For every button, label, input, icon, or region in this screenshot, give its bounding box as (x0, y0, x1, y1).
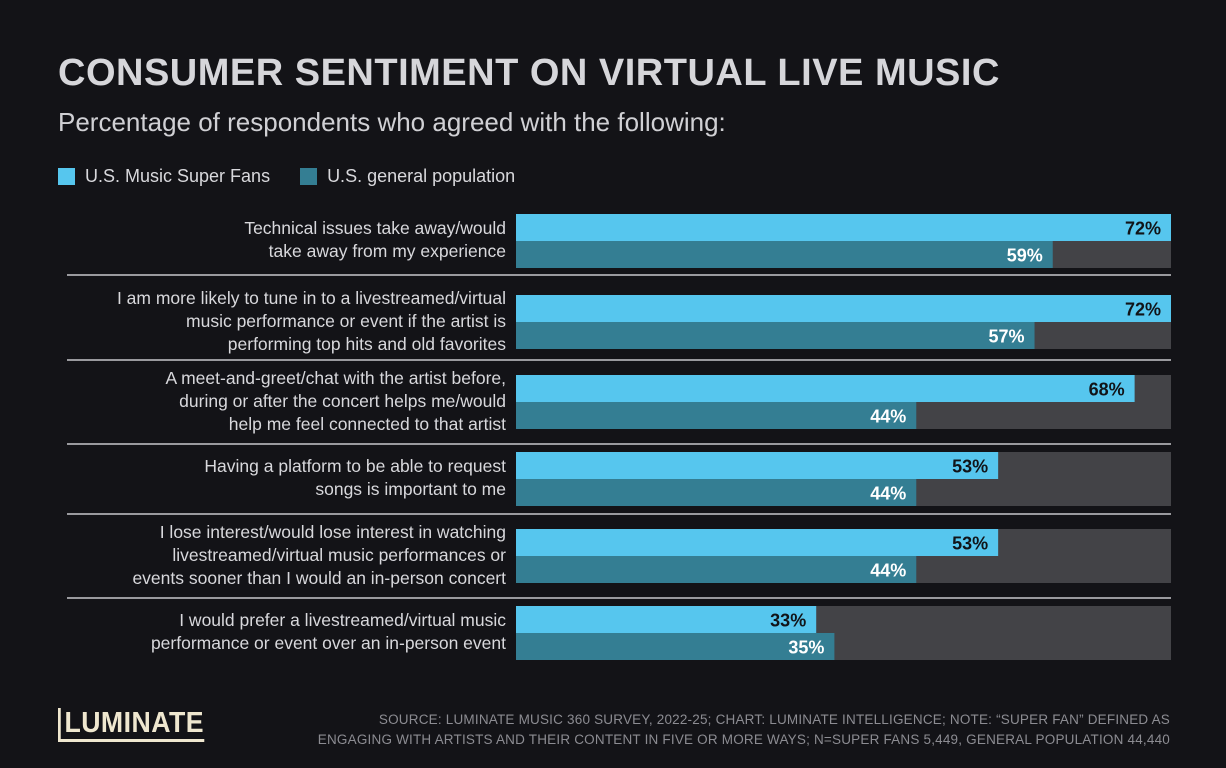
category-label-line: during or after the concert helps me/wou… (179, 390, 506, 411)
bar-super-fans (516, 214, 1171, 241)
data-label-general-population: 35% (788, 638, 824, 658)
category-label-line: help me feel connected to that artist (228, 413, 506, 434)
category-label-line: livestreamed/virtual music performances … (172, 544, 506, 565)
category-label-line: Technical issues take away/would (244, 218, 506, 238)
legend-item-general-population: U.S. general population (300, 166, 515, 187)
category-label-line: I lose interest/would lose interest in w… (159, 521, 506, 542)
category-label: I am more likely to tune in to a livestr… (66, 287, 506, 356)
data-label-general-population: 44% (870, 484, 906, 504)
data-label-general-population: 57% (989, 327, 1025, 347)
category-label-line: performing top hits and old favorites (227, 333, 506, 354)
data-label-super-fans: 33% (770, 611, 806, 631)
legend-item-super-fans: U.S. Music Super Fans (58, 166, 270, 187)
category-label-line: I would prefer a livestreamed/virtual mu… (179, 610, 506, 630)
bar-super-fans (516, 375, 1135, 402)
category-label: A meet-and-greet/chat with the artist be… (66, 367, 506, 436)
legend-label-super-fans: U.S. Music Super Fans (85, 166, 271, 186)
bar-super-fans (516, 295, 1171, 322)
bar-super-fans (516, 529, 999, 556)
chart-title: CONSUMER SENTIMENT ON VIRTUAL LIVE MUSIC (58, 52, 1000, 94)
legend-swatch-general-population (300, 168, 318, 185)
category-label: Having a platform to be able to request s… (66, 455, 506, 501)
source-line-2: ENGAGING WITH ARTISTS AND THEIR CONTENT … (317, 732, 1170, 747)
data-label-general-population: 44% (870, 407, 906, 427)
data-label-super-fans: 72% (1125, 300, 1161, 320)
bar-general-population (516, 322, 1035, 349)
legend-swatch-super-fans (58, 168, 75, 185)
category-label: Technical issues take away/would take awa… (66, 217, 506, 263)
data-label-super-fans: 53% (952, 457, 988, 477)
legend: U.S. Music Super Fans U.S. general popul… (58, 166, 515, 187)
bar-general-population (516, 633, 835, 660)
luminate-logo: LUMINATE (58, 708, 217, 742)
category-label-line: performance or event over an in-person e… (150, 633, 506, 653)
chart-subtitle: Percentage of respondents who agreed wit… (58, 107, 726, 137)
bar-general-population (516, 479, 917, 506)
legend-label-general-population: U.S. general population (327, 166, 516, 186)
bar-general-population (516, 556, 917, 583)
category-label-line: music performance or event if the artist… (186, 310, 506, 331)
bar-general-population (516, 402, 917, 429)
data-label-super-fans: 72% (1125, 219, 1161, 239)
data-label-general-population: 59% (1007, 246, 1043, 266)
data-label-super-fans: 68% (1089, 380, 1125, 400)
category-label-line: A meet-and-greet/chat with the artist be… (165, 367, 506, 388)
bar-super-fans (516, 606, 817, 633)
source-line-1: SOURCE: LUMINATE MUSIC 360 SURVEY, 2022-… (378, 712, 1170, 727)
category-label-line: take away from my experience (268, 241, 506, 261)
data-label-general-population: 44% (870, 561, 906, 581)
category-label-line: songs is important to me (315, 479, 506, 499)
data-label-super-fans: 53% (952, 534, 988, 554)
bar-super-fans (516, 452, 999, 479)
category-label-line: events sooner than I would an in-person … (132, 567, 506, 588)
category-label-line: I am more likely to tune in to a livestr… (116, 287, 506, 308)
category-label: I lose interest/would lose interest in w… (66, 521, 506, 590)
category-label-line: Having a platform to be able to request (204, 456, 506, 476)
source-note: SOURCE: LUMINATE MUSIC 360 SURVEY, 2022-… (318, 710, 1170, 750)
logo-text: LUMINATE (58, 708, 204, 742)
bar-general-population (516, 241, 1053, 268)
category-label: I would prefer a livestreamed/virtual mu… (66, 609, 506, 655)
